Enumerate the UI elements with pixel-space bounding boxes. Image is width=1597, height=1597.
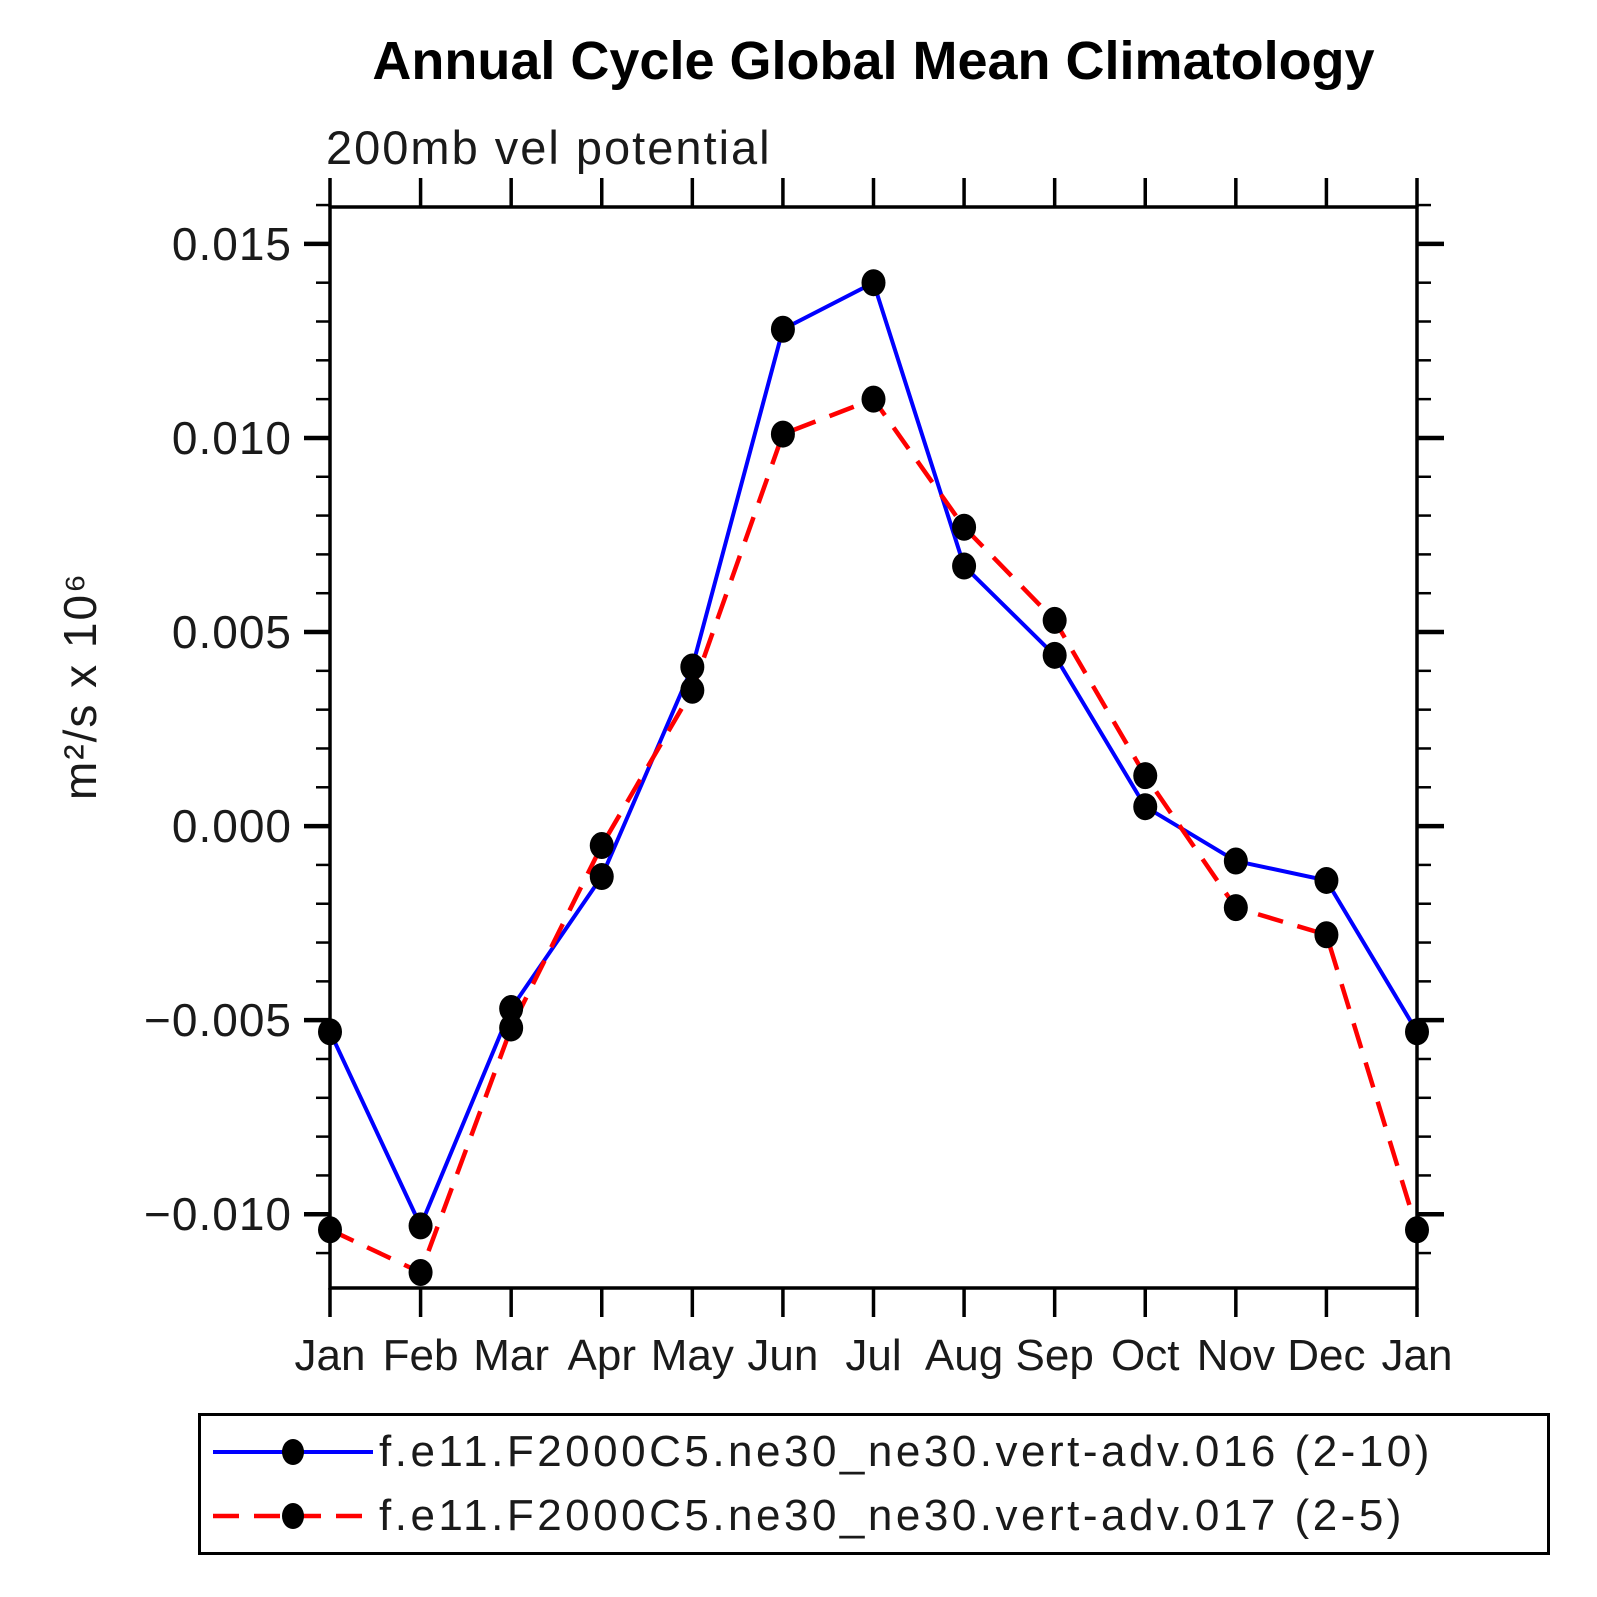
legend-row-016: f.e11.F2000C5.ne30_ne30.vert-adv.016 (2-… bbox=[201, 1420, 1547, 1484]
data-point-marker bbox=[1042, 606, 1067, 634]
data-point-marker bbox=[499, 1014, 524, 1042]
data-point-marker bbox=[1314, 866, 1339, 894]
data-point-marker bbox=[1223, 894, 1248, 922]
x-tick-label: Sep bbox=[1015, 1331, 1094, 1380]
x-tick-label: May bbox=[650, 1331, 734, 1380]
legend-label-017: f.e11.F2000C5.ne30_ne30.vert-adv.017 (2-… bbox=[379, 1491, 1405, 1540]
legend-label-016: f.e11.F2000C5.ne30_ne30.vert-adv.016 (2-… bbox=[379, 1427, 1433, 1476]
data-point-marker bbox=[318, 1018, 342, 1046]
y-tick-label: 0.005 bbox=[171, 606, 292, 659]
x-tick-label: Oct bbox=[1111, 1331, 1180, 1380]
data-point-marker bbox=[1133, 793, 1158, 821]
data-point-marker bbox=[770, 315, 795, 343]
data-point-marker bbox=[1405, 1018, 1429, 1046]
legend-line-sample-blue bbox=[213, 1439, 373, 1465]
data-point-marker bbox=[680, 676, 705, 704]
x-tick-label: Mar bbox=[473, 1331, 550, 1380]
data-point-marker bbox=[680, 653, 705, 681]
data-point-marker bbox=[318, 1216, 342, 1244]
data-point-marker bbox=[1042, 641, 1067, 669]
legend-row-017: f.e11.F2000C5.ne30_ne30.vert-adv.017 (2-… bbox=[201, 1484, 1547, 1548]
y-tick-label: −0.010 bbox=[144, 1188, 292, 1241]
x-tick-label: Jan bbox=[294, 1331, 366, 1380]
x-tick-label: Aug bbox=[924, 1331, 1004, 1380]
x-tick-label: Jun bbox=[747, 1331, 819, 1380]
data-point-marker bbox=[1314, 921, 1339, 949]
series-line-016 bbox=[328, 279, 1419, 1231]
data-point-marker bbox=[589, 832, 614, 860]
series-line-017 bbox=[329, 396, 1420, 1276]
data-point-marker bbox=[861, 385, 886, 413]
x-tick-label: Nov bbox=[1196, 1331, 1275, 1380]
y-tick-label: −0.005 bbox=[144, 994, 292, 1047]
chart-subtitle: 200mb vel potential bbox=[326, 121, 772, 174]
data-point-marker bbox=[770, 420, 795, 448]
data-point-marker bbox=[1133, 762, 1158, 790]
x-tick-label: Feb bbox=[382, 1331, 459, 1380]
plot-frame bbox=[328, 205, 1419, 1290]
chart-title: Annual Cycle Global Mean Climatology bbox=[372, 31, 1375, 91]
data-point-marker bbox=[952, 513, 977, 541]
data-point-marker bbox=[952, 552, 977, 580]
x-tick-label: Dec bbox=[1287, 1331, 1366, 1380]
data-point-marker bbox=[408, 1258, 433, 1286]
x-tick-label: Apr bbox=[567, 1331, 636, 1380]
data-point-marker bbox=[408, 1212, 433, 1240]
data-point-marker bbox=[499, 995, 524, 1023]
legend-box: f.e11.F2000C5.ne30_ne30.vert-adv.016 (2-… bbox=[198, 1413, 1550, 1555]
y-tick-label: 0.000 bbox=[171, 800, 292, 853]
data-point-marker bbox=[861, 269, 886, 297]
y-tick-label: 0.010 bbox=[171, 411, 292, 464]
x-tick-label: Jul bbox=[845, 1331, 902, 1380]
legend-line-sample-red bbox=[213, 1503, 373, 1529]
data-point-marker bbox=[1405, 1216, 1429, 1244]
data-point-marker bbox=[1223, 847, 1248, 875]
data-point-marker bbox=[589, 863, 614, 891]
x-tick-label: Jan bbox=[1381, 1331, 1453, 1380]
y-tick-label: 0.015 bbox=[171, 217, 292, 270]
